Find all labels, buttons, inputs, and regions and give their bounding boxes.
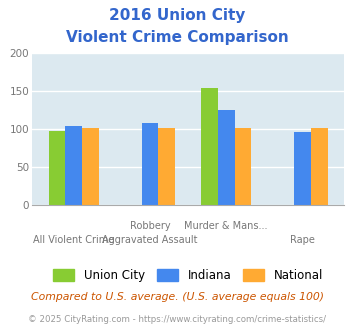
Text: Rape: Rape — [290, 235, 315, 245]
Bar — [49, 131, 65, 205]
Text: 2016 Union City: 2016 Union City — [109, 8, 246, 23]
Text: Compared to U.S. average. (U.S. average equals 100): Compared to U.S. average. (U.S. average … — [31, 292, 324, 302]
Bar — [82, 128, 99, 205]
Bar — [201, 88, 218, 205]
Bar — [218, 110, 235, 205]
Text: © 2025 CityRating.com - https://www.cityrating.com/crime-statistics/: © 2025 CityRating.com - https://www.city… — [28, 315, 327, 324]
Text: Violent Crime Comparison: Violent Crime Comparison — [66, 30, 289, 45]
Text: Aggravated Assault: Aggravated Assault — [102, 235, 198, 245]
Bar — [311, 128, 328, 205]
Bar — [158, 128, 175, 205]
Bar — [294, 132, 311, 205]
Bar — [65, 126, 82, 205]
Legend: Union City, Indiana, National: Union City, Indiana, National — [48, 264, 328, 287]
Text: All Violent Crime: All Violent Crime — [33, 235, 114, 245]
Bar — [142, 123, 158, 205]
Text: Robbery: Robbery — [130, 221, 170, 231]
Text: Murder & Mans...: Murder & Mans... — [185, 221, 268, 231]
Bar — [235, 128, 251, 205]
